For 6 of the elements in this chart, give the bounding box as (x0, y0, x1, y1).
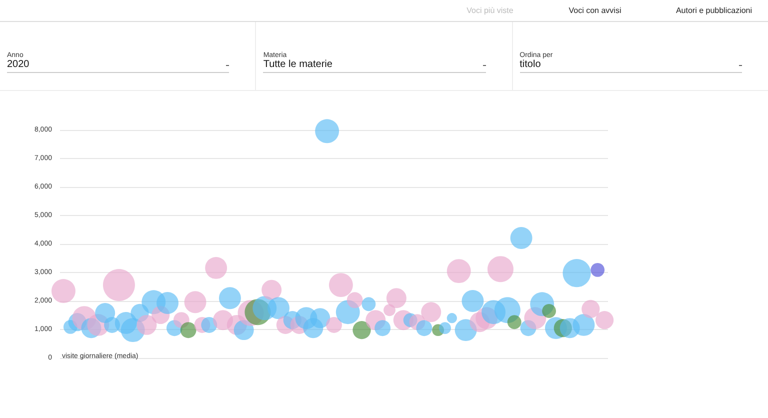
text: Voci più viste (466, 6, 514, 15)
text: Voci con avvisi (568, 6, 622, 15)
text: Autori e pubblicazioni (674, 6, 754, 15)
text: 2020 (7, 59, 30, 70)
text: Tutte le materie (263, 59, 332, 70)
text: titolo (520, 59, 541, 70)
